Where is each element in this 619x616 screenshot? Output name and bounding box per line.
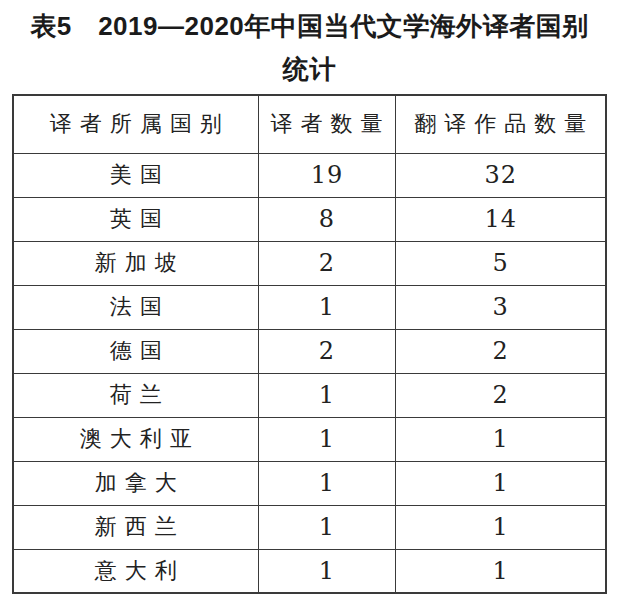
table-row: 加拿大11: [13, 461, 606, 505]
table-row: 美国1932: [13, 153, 606, 197]
page: 表5 2019—2020年中国当代文学海外译者国别 统计 译者所属国别 译者数量…: [0, 0, 619, 616]
country-cell: 德国: [13, 329, 258, 373]
works-cell: 1: [395, 549, 606, 593]
country-cell: 意大利: [13, 549, 258, 593]
header-country: 译者所属国别: [13, 95, 258, 153]
table-row: 荷兰12: [13, 373, 606, 417]
country-cell: 美国: [13, 153, 258, 197]
table-row: 澳大利亚11: [13, 417, 606, 461]
works-cell: 32: [395, 153, 606, 197]
country-cell: 澳大利亚: [13, 417, 258, 461]
country-cell: 法国: [13, 285, 258, 329]
header-translator-count: 译者数量: [258, 95, 395, 153]
translators-cell: 1: [258, 285, 395, 329]
works-cell: 5: [395, 241, 606, 285]
works-cell: 2: [395, 373, 606, 417]
translators-cell: 1: [258, 549, 395, 593]
country-cell: 新西兰: [13, 505, 258, 549]
translators-cell: 19: [258, 153, 395, 197]
translators-cell: 1: [258, 417, 395, 461]
country-cell: 加拿大: [13, 461, 258, 505]
translators-cell: 1: [258, 373, 395, 417]
works-cell: 3: [395, 285, 606, 329]
header-row: 译者所属国别 译者数量 翻译作品数量: [13, 95, 606, 153]
table-caption: 表5 2019—2020年中国当代文学海外译者国别 统计: [0, 0, 619, 91]
table-row: 英国814: [13, 197, 606, 241]
country-cell: 英国: [13, 197, 258, 241]
translators-cell: 2: [258, 241, 395, 285]
works-cell: 2: [395, 329, 606, 373]
translators-cell: 2: [258, 329, 395, 373]
table-body: 美国1932英国814新加坡25法国13德国22荷兰12澳大利亚11加拿大11新…: [13, 153, 606, 593]
works-cell: 1: [395, 461, 606, 505]
caption-line-1: 表5 2019—2020年中国当代文学海外译者国别: [0, 5, 619, 48]
translator-country-table: 译者所属国别 译者数量 翻译作品数量 美国1932英国814新加坡25法国13德…: [12, 94, 607, 594]
works-cell: 1: [395, 417, 606, 461]
table-row: 新西兰11: [13, 505, 606, 549]
table-row: 德国22: [13, 329, 606, 373]
country-cell: 新加坡: [13, 241, 258, 285]
country-cell: 荷兰: [13, 373, 258, 417]
translators-cell: 1: [258, 505, 395, 549]
table-row: 法国13: [13, 285, 606, 329]
works-cell: 1: [395, 505, 606, 549]
header-works-count: 翻译作品数量: [395, 95, 606, 153]
caption-line-2: 统计: [0, 48, 619, 91]
translators-cell: 1: [258, 461, 395, 505]
works-cell: 14: [395, 197, 606, 241]
table-row: 意大利11: [13, 549, 606, 593]
translators-cell: 8: [258, 197, 395, 241]
table-row: 新加坡25: [13, 241, 606, 285]
